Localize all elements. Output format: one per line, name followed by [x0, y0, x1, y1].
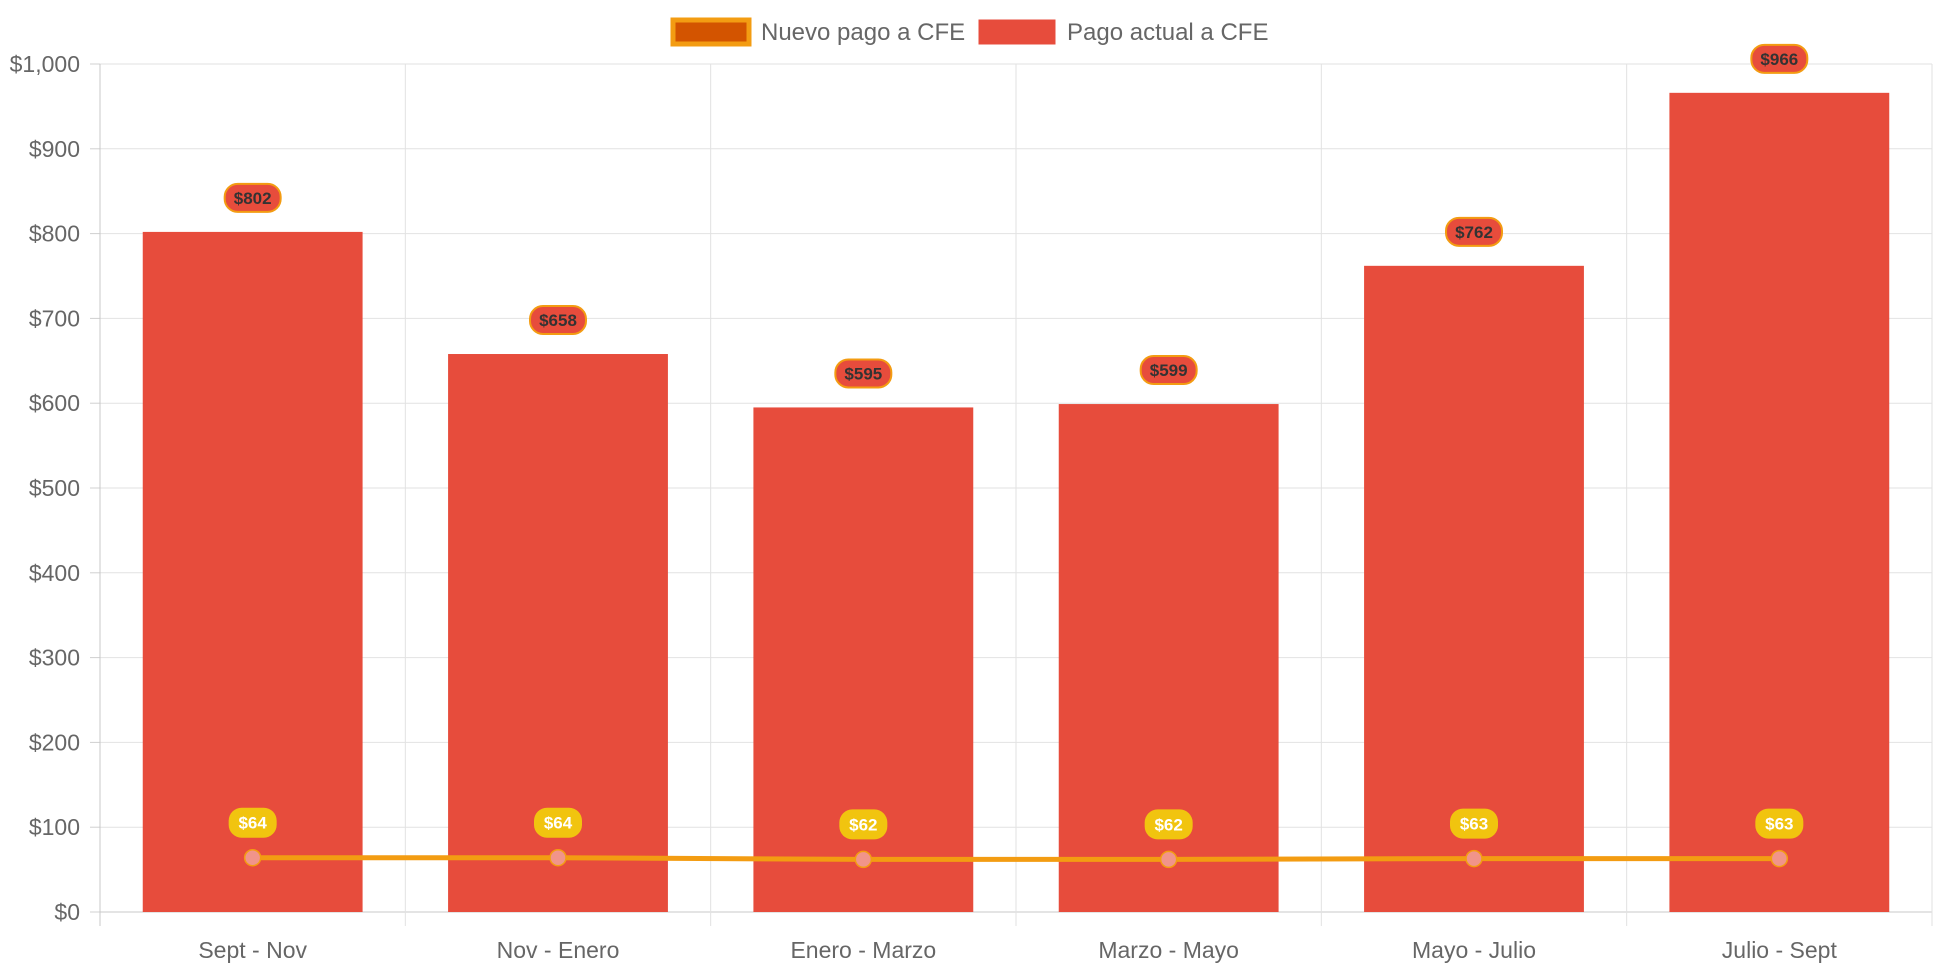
- y-tick-label: $0: [54, 899, 80, 925]
- legend-item[interactable]: Nuevo pago a CFE: [670, 17, 965, 47]
- series-line: [252, 855, 1780, 862]
- line-series: [243, 848, 1789, 869]
- line-data-label: $62: [1154, 815, 1182, 834]
- line-point[interactable]: [1465, 849, 1483, 868]
- line-data-label: $63: [1765, 815, 1793, 834]
- bar-data-label: $599: [1150, 361, 1188, 380]
- line-label-bg: [839, 809, 888, 840]
- y-tick-label: $600: [29, 390, 80, 416]
- x-tick-label: Nov - Enero: [497, 937, 620, 963]
- bar-data-label: $658: [539, 311, 577, 330]
- x-tick-label: Enero - Marzo: [790, 937, 936, 963]
- legend-swatch: [670, 17, 752, 47]
- line-point[interactable]: [243, 848, 262, 867]
- bar[interactable]: [1669, 92, 1890, 912]
- line-data-label: $62: [849, 815, 877, 834]
- bar[interactable]: [142, 231, 363, 913]
- line-data-label: $63: [1460, 815, 1488, 834]
- line-label-bg: [1755, 808, 1804, 839]
- line-point[interactable]: [549, 848, 567, 867]
- bar-series: [142, 92, 1890, 913]
- bar-label-bg: [1750, 43, 1809, 74]
- bar-label-bg: [223, 182, 282, 213]
- y-tick-label: $400: [29, 560, 80, 586]
- y-tick-label: $800: [29, 221, 80, 247]
- bar-label-bg: [1445, 216, 1503, 247]
- bar-data-labels: $802 $658 $595 $599 $762 $966: [223, 43, 1809, 389]
- y-tick-label: $900: [29, 136, 80, 162]
- line-point[interactable]: [1770, 849, 1789, 868]
- bar-label-bg: [834, 358, 893, 389]
- bar-data-label: $966: [1760, 50, 1798, 69]
- y-tick-label: $1,000: [10, 51, 80, 77]
- line-point[interactable]: [1159, 850, 1178, 869]
- y-tick-label: $700: [29, 305, 80, 331]
- line-label-bg: [228, 807, 277, 838]
- line-label-bg: [1144, 809, 1193, 840]
- bar-data-label: $762: [1455, 223, 1493, 242]
- bar[interactable]: [1364, 265, 1584, 913]
- line-point[interactable]: [854, 850, 873, 869]
- y-tick-label: $500: [29, 475, 80, 501]
- x-axis-labels: Sept - Nov Nov - Enero Enero - Marzo Marzo …: [198, 937, 1837, 963]
- y-tick-label: $200: [29, 729, 80, 755]
- legend-swatch: [978, 19, 1056, 45]
- line-label-bg: [534, 807, 582, 838]
- bar-label-bg: [1139, 355, 1198, 386]
- line-data-label: $64: [238, 814, 267, 833]
- legend-label: Pago actual a CFE: [1067, 19, 1268, 46]
- legend-item[interactable]: Pago actual a CFE: [978, 19, 1268, 46]
- x-tick-label: Julio - Sept: [1722, 937, 1838, 963]
- y-tick-label: $100: [29, 814, 80, 840]
- legend-label: Nuevo pago a CFE: [761, 19, 965, 46]
- x-tick-label: Mayo - Julio: [1412, 937, 1536, 963]
- bar-label-bg: [529, 305, 587, 336]
- y-tick-label: $300: [29, 645, 80, 671]
- x-tick-label: Marzo - Mayo: [1098, 937, 1239, 963]
- bar-data-label: $802: [234, 189, 272, 208]
- line-label-bg: [1450, 808, 1498, 839]
- x-tick-label: Sept - Nov: [198, 937, 307, 963]
- line-data-labels: $64 $64 $62 $62 $63 $63: [228, 807, 1804, 840]
- gridlines: $0 $100 $200 $300 $400 $500 $600 $700 $800 $900 $1…: [10, 51, 1933, 926]
- bar-data-label: $595: [844, 364, 882, 383]
- line-data-label: $64: [544, 814, 573, 833]
- legend: Nuevo pago a CFE Pago actual a CFE: [670, 17, 1268, 47]
